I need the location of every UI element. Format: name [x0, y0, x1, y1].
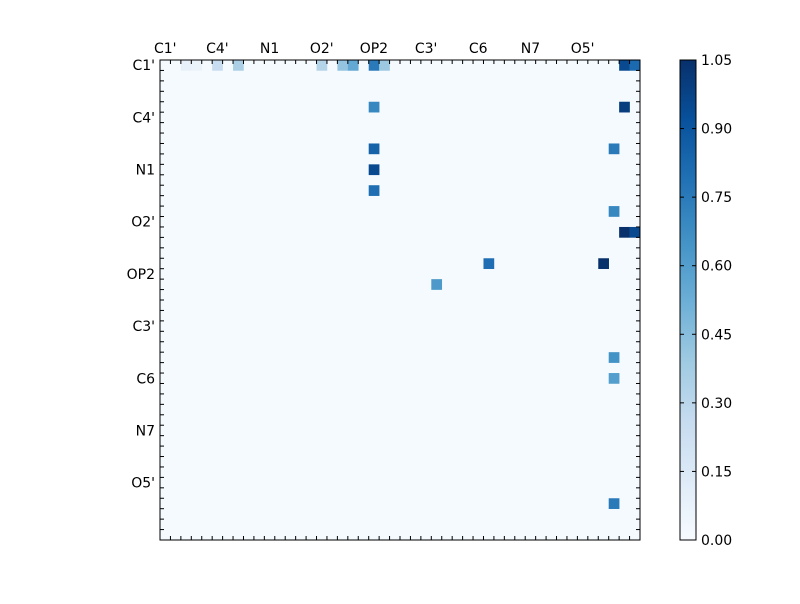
x-tick-label: OP2 [360, 41, 388, 57]
x-tick-label: C4' [206, 41, 229, 57]
y-tick-label: OP2 [127, 267, 155, 283]
heatmap-cell [233, 60, 244, 71]
heatmap-cell [212, 60, 223, 71]
heatmap-cell [619, 60, 630, 71]
y-tick-label: C6 [136, 371, 155, 387]
y-tick-label: O2' [131, 215, 155, 231]
heatmap-cell [608, 143, 620, 155]
heatmap-cell [191, 60, 203, 71]
heatmap-cell [629, 226, 641, 238]
heatmap-background [160, 60, 640, 540]
heatmap-cells [160, 60, 641, 540]
heatmap-cell [347, 60, 359, 71]
heatmap-cell [368, 60, 380, 71]
heatmap-cell [619, 226, 630, 238]
y-tick-label: C1' [132, 58, 155, 74]
colorbar-tick-label: 0.15 [701, 464, 732, 480]
colorbar-tick-label: 1.05 [701, 53, 732, 69]
heatmap-cell [368, 101, 380, 113]
x-tick-label: N7 [521, 41, 540, 57]
colorbar [679, 59, 697, 541]
heatmap-cell [316, 60, 328, 71]
heatmap-cell [337, 60, 349, 71]
colorbar-tick-label: 0.30 [701, 396, 732, 412]
y-tick-label: N7 [136, 423, 155, 439]
x-tick-label: C3' [415, 41, 438, 57]
y-tick-label: N1 [136, 163, 155, 179]
y-tick-labels: C1' C4' N1 O2' OP2 C3' C6 N7 O5' [127, 58, 155, 491]
heatmap-cell [608, 498, 620, 509]
x-tick-label: O2' [310, 41, 334, 57]
colorbar-tick-label: 0.75 [701, 190, 732, 206]
colorbar-ticks: 0.00 0.15 0.30 0.45 0.60 0.75 0.90 1.05 [680, 53, 732, 549]
y-tick-label: O5' [131, 476, 155, 492]
y-tick-label: C4' [132, 110, 155, 126]
heatmap-cell [608, 352, 620, 363]
heatmap-cell [608, 373, 620, 384]
heatmap-cell [368, 143, 380, 155]
x-tick-label: O5' [571, 41, 595, 57]
y-tick-label: C3' [132, 319, 155, 335]
heatmap-cell [180, 60, 192, 71]
x-tick-label: N1 [260, 41, 279, 57]
x-tick-label: C6 [469, 41, 488, 57]
heatmap-cell [608, 206, 620, 217]
x-tick-labels: C1' C4' N1 O2' OP2 C3' C6 N7 O5' [154, 41, 595, 57]
heatmap-cell [629, 60, 641, 71]
heatmap-cell [483, 258, 495, 269]
heatmap-cell [368, 185, 380, 196]
colorbar-tick-label: 0.45 [701, 327, 732, 343]
colorbar-tick-label: 0.90 [701, 122, 732, 138]
heatmap-cell [379, 60, 390, 71]
heatmap-cell [619, 101, 630, 113]
axis-ticks [159, 59, 641, 541]
heatmap-cell [431, 279, 443, 290]
heatmap-cell [598, 258, 609, 269]
heatmap-cell [368, 164, 380, 176]
colorbar-tick-label: 0.60 [701, 259, 732, 275]
x-tick-label: C1' [154, 41, 177, 57]
colorbar-tick-label: 0.00 [701, 533, 732, 549]
